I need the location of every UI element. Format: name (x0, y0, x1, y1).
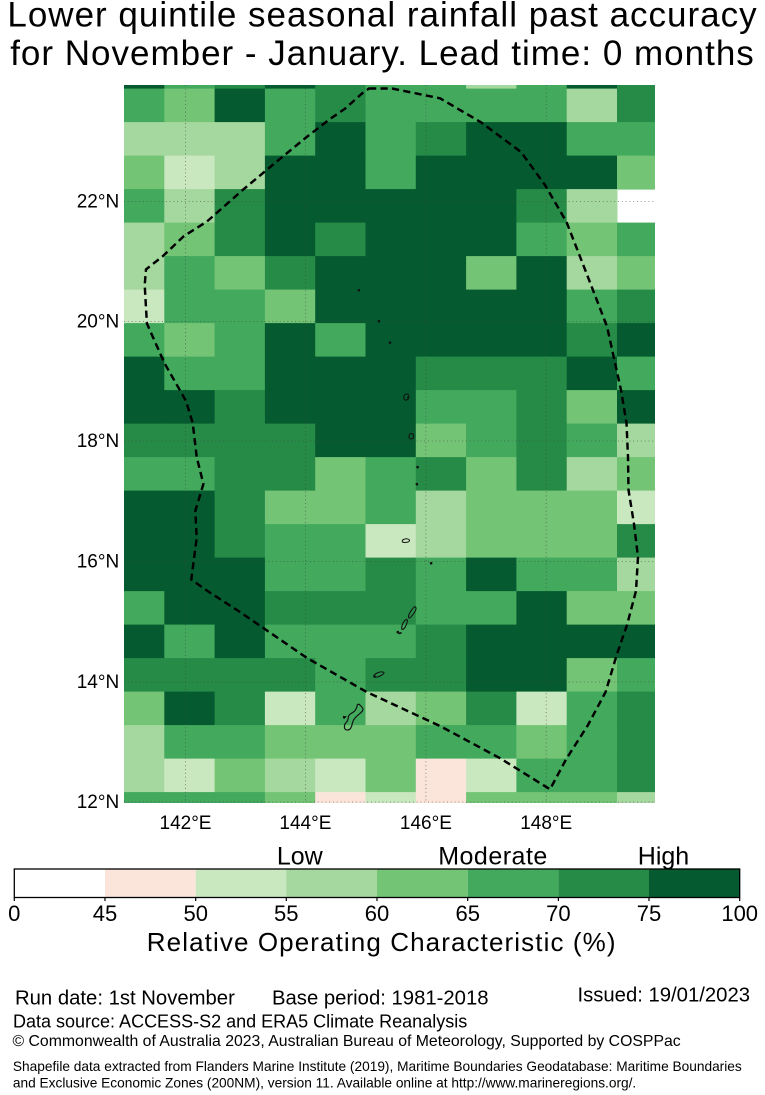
svg-text:Low: Low (277, 842, 324, 870)
svg-text:45: 45 (93, 901, 117, 926)
svg-text:148°E: 148°E (520, 813, 572, 834)
svg-text:Moderate: Moderate (438, 842, 548, 870)
svg-text:Base period: 1981-2018: Base period: 1981-2018 (272, 988, 489, 1010)
svg-text:75: 75 (637, 901, 661, 926)
svg-text:for November - January. Lead t: for November - January. Lead time: 0 mon… (10, 34, 755, 73)
svg-text:142°E: 142°E (160, 813, 212, 834)
svg-text:Issued: 19/01/2023: Issued: 19/01/2023 (577, 985, 750, 1007)
svg-text:100: 100 (721, 901, 758, 926)
svg-text:144°E: 144°E (279, 813, 331, 834)
svg-text:50: 50 (183, 901, 207, 926)
svg-text:Lower quintile seasonal rainfa: Lower quintile seasonal rainfall past ac… (7, 0, 757, 35)
svg-text:and Exclusive Economic Zones (: and Exclusive Economic Zones (200NM), ve… (13, 1076, 636, 1091)
svg-text:20°N: 20°N (77, 312, 119, 333)
svg-text:Shapefile data extracted from: Shapefile data extracted from Flanders M… (13, 1059, 742, 1074)
svg-text:12°N: 12°N (77, 792, 119, 813)
svg-text:Run date: 1st November: Run date: 1st November (15, 988, 235, 1010)
svg-text:Data source: ACCESS-S2 and ERA: Data source: ACCESS-S2 and ERA5 Climate … (13, 1012, 467, 1032)
svg-text:14°N: 14°N (77, 672, 119, 693)
svg-text:© Commonwealth of Australia 20: © Commonwealth of Australia 2023, Austra… (13, 1033, 681, 1050)
svg-text:65: 65 (455, 901, 479, 926)
svg-text:70: 70 (546, 901, 570, 926)
svg-text:Relative Operating Characteris: Relative Operating Characteristic (%) (147, 927, 617, 957)
svg-text:0: 0 (8, 901, 20, 926)
svg-text:55: 55 (274, 901, 298, 926)
svg-text:60: 60 (365, 901, 389, 926)
svg-text:22°N: 22°N (77, 192, 119, 213)
svg-text:High: High (638, 842, 689, 870)
svg-text:16°N: 16°N (77, 552, 119, 573)
svg-text:146°E: 146°E (400, 813, 452, 834)
svg-text:18°N: 18°N (77, 431, 119, 452)
